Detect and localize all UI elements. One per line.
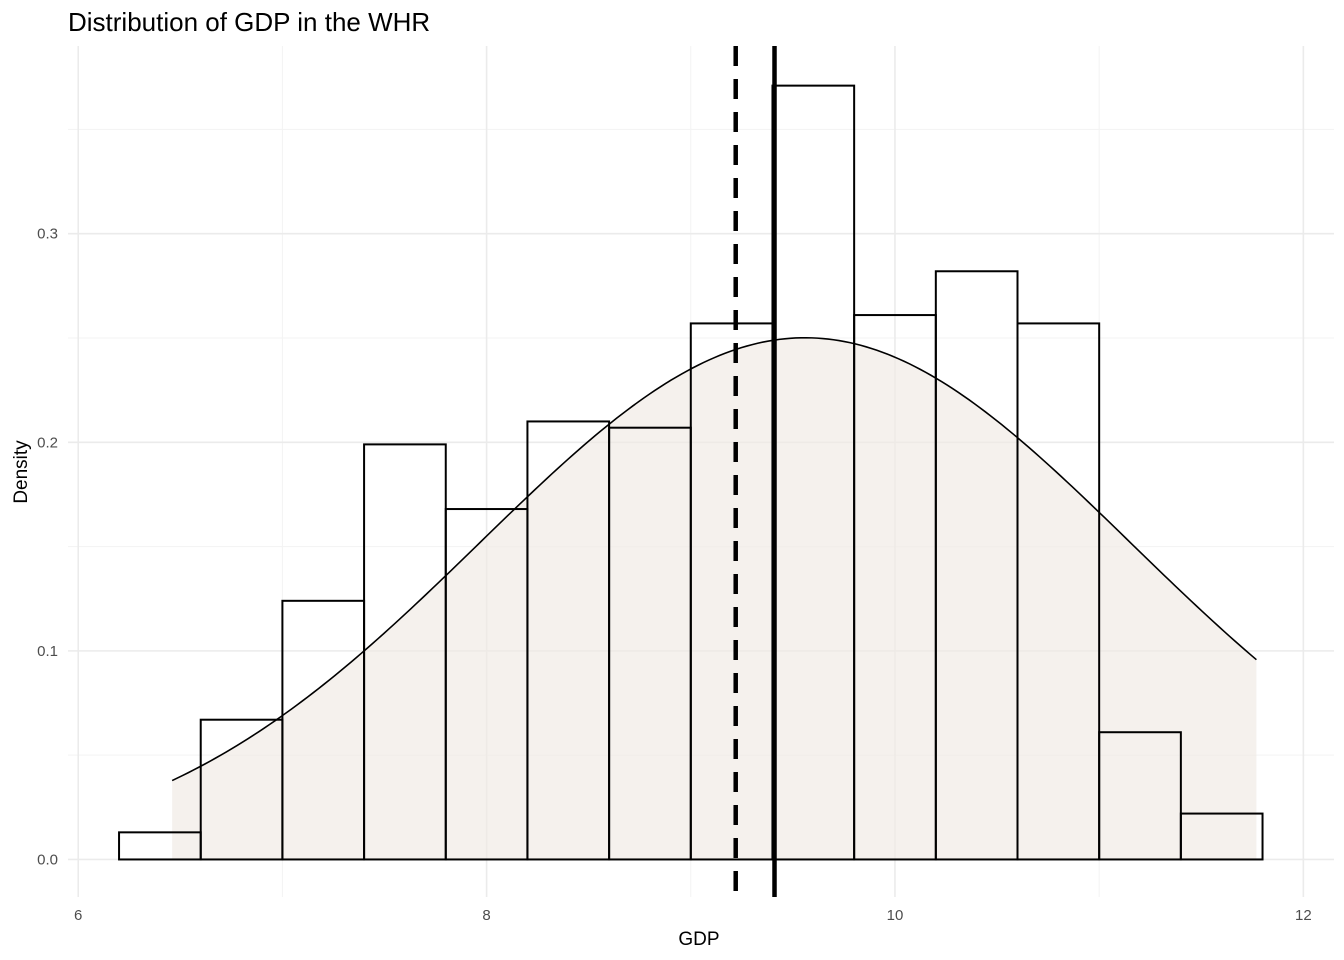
x-axis-title: GDP [678,929,719,950]
histogram-bar [1098,731,1182,861]
y-tick-label: 0.3 [37,226,58,243]
histogram-bar [1016,322,1101,861]
y-axis-title: Density [11,440,32,504]
x-axis-ticks: 6 8 10 12 [74,907,1312,924]
y-axis-ticks: 0.0 0.1 0.2 0.3 [37,226,58,869]
density-curve [171,336,1257,782]
density-area [172,337,1257,860]
x-tick-label: 6 [74,907,82,924]
chart-title: Distribution of GDP in the WHR [68,7,430,37]
x-tick-label: 10 [887,907,904,924]
histogram-bars [118,84,1264,861]
x-tick-label: 12 [1295,907,1312,924]
y-tick-label: 0.1 [37,643,58,660]
x-tick-label: 8 [482,907,490,924]
reference-lines [733,46,777,897]
density-area-fill [172,337,1257,860]
y-tick-label: 0.2 [37,434,58,451]
histogram-bar [1179,812,1264,861]
density-curve-line [171,336,1257,782]
y-tick-label: 0.0 [37,851,58,868]
